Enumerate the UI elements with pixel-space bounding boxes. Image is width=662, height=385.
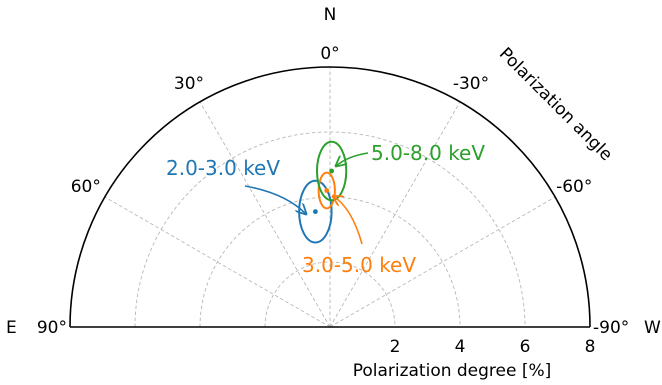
radial-gridline (264, 261, 396, 328)
compass-east-label: E (6, 318, 17, 338)
series-annotations: 2.0-3.0 keV 3.0-5.0 keV 5.0-8.0 keV (166, 141, 485, 277)
angle-gridline (329, 101, 461, 328)
radial-axis-label: Polarization degree [%] (353, 361, 552, 381)
outer-arc (69, 66, 591, 328)
radial-tick-label: 8 (585, 337, 596, 357)
series-arrow (244, 185, 306, 214)
angle-tick-label: 60° (71, 177, 101, 197)
series-contour (317, 171, 336, 210)
series-arrow (336, 152, 369, 166)
angle-tick-label: -60° (556, 177, 592, 197)
angle-gridline (199, 101, 331, 328)
angle-axis-label: Polarization angle (495, 44, 616, 165)
angle-gridline (329, 196, 556, 328)
angle-tick-label: -90° (593, 318, 629, 338)
series-label: 5.0-8.0 keV (371, 141, 485, 165)
compass-north-label: N (324, 5, 337, 25)
radial-tick-label: 6 (520, 337, 531, 357)
series-layer (298, 140, 348, 244)
series-point (312, 209, 318, 215)
radial-tick-labels: 2 4 6 8 (390, 337, 596, 357)
compass-west-label: W (644, 318, 661, 338)
angle-tick-label: -30° (453, 74, 489, 94)
series-arrow (333, 196, 363, 245)
angle-tick-labels: 0° -30° -60° -90° 30° 60° 90° (37, 44, 629, 338)
series-point (329, 168, 335, 174)
radial-tick-label: 4 (455, 337, 466, 357)
series-label: 2.0-3.0 keV (166, 156, 280, 180)
polar-frame (69, 66, 591, 328)
radial-tick-label: 2 (390, 337, 401, 357)
angle-tick-label: 90° (37, 318, 67, 338)
series-label: 3.0-5.0 keV (302, 253, 416, 277)
angle-tick-label: 30° (174, 74, 204, 94)
angle-tick-label: 0° (320, 44, 339, 64)
series-point (324, 188, 330, 193)
angle-gridline (104, 196, 331, 328)
angle-gridlines (104, 67, 556, 328)
